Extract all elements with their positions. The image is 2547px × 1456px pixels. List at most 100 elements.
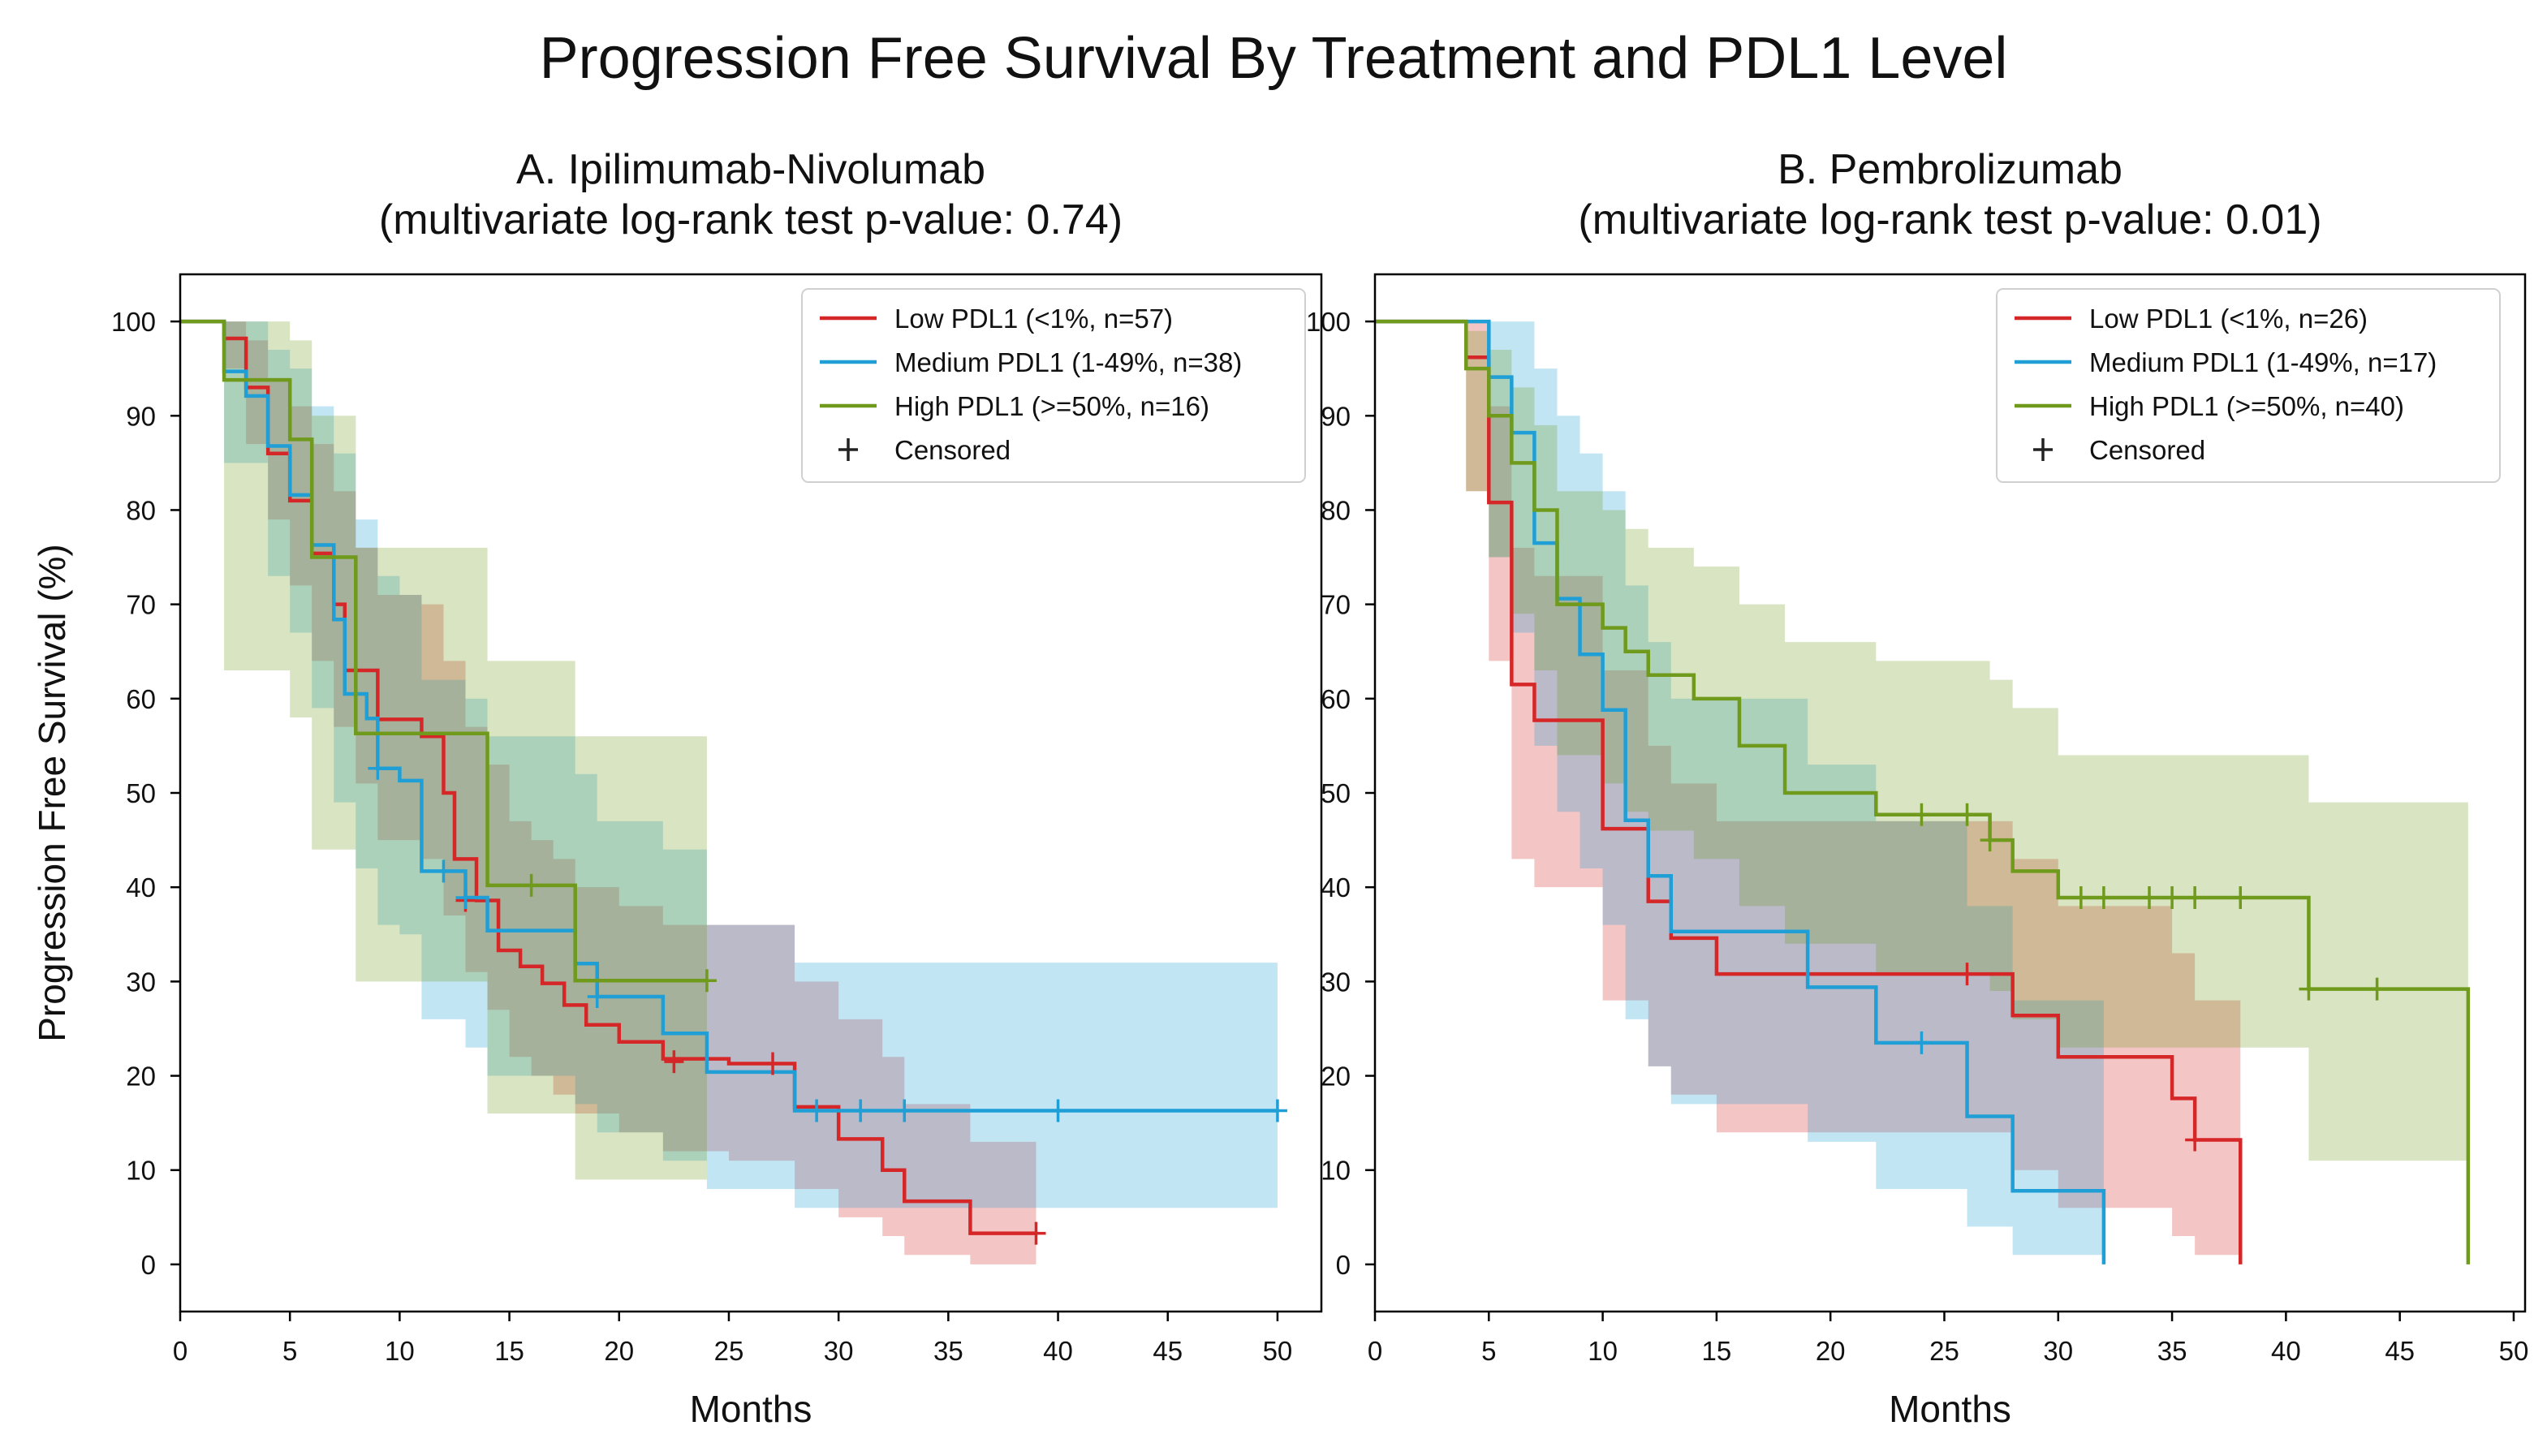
x-tick-label: 45 xyxy=(1153,1336,1183,1366)
y-tick-label: 0 xyxy=(1336,1250,1351,1280)
survival-line-high xyxy=(180,319,707,983)
y-tick-label: 60 xyxy=(126,684,156,714)
legend-label-low: Low PDL1 (<1%, n=57) xyxy=(894,304,1173,334)
ci-band-low xyxy=(1466,321,2241,1264)
panel-title: B. Pembrolizumab xyxy=(1778,146,2122,193)
censor-mark-high xyxy=(1980,829,2000,852)
survival-line-high xyxy=(1375,319,2471,1264)
panel-subtitle: (multivariate log-rank test p-value: 0.7… xyxy=(379,196,1123,243)
legend-label-high: High PDL1 (>=50%, n=40) xyxy=(2089,391,2404,421)
x-tick-label: 50 xyxy=(2499,1336,2529,1366)
legend-censor-icon xyxy=(2033,438,2053,461)
y-tick-label: 0 xyxy=(141,1250,156,1280)
y-tick-label: 40 xyxy=(126,872,156,902)
y-tick-label: 100 xyxy=(111,307,156,337)
figure-title: Progression Free Survival By Treatment a… xyxy=(540,26,2008,91)
censor-mark-low xyxy=(664,1050,684,1074)
x-tick-label: 0 xyxy=(1368,1336,1382,1366)
y-tick-label: 70 xyxy=(126,590,156,620)
censor-mark-medium xyxy=(1048,1099,1068,1122)
y-tick-label: 40 xyxy=(1321,872,1351,902)
censor-mark-low xyxy=(1957,963,1977,986)
x-tick-label: 5 xyxy=(1481,1336,1496,1366)
censor-mark-medium xyxy=(851,1099,871,1122)
legend-censor-icon xyxy=(838,438,858,461)
x-tick-label: 30 xyxy=(2043,1336,2073,1366)
y-tick-label: 10 xyxy=(126,1156,156,1186)
censor-mark-medium xyxy=(894,1099,915,1122)
x-tick-label: 20 xyxy=(604,1336,634,1366)
legend-label-high: High PDL1 (>=50%, n=16) xyxy=(894,391,1209,421)
censor-mark-high xyxy=(1957,803,1977,826)
y-tick-label: 50 xyxy=(126,778,156,808)
legend-label-censored: Censored xyxy=(2089,435,2205,465)
plot-area xyxy=(1375,319,2471,1264)
legend: Low PDL1 (<1%, n=57) Medium PDL1 (1-49%, … xyxy=(801,288,1306,483)
censor-mark-high xyxy=(2185,885,2205,909)
censor-mark-high xyxy=(2367,977,2387,1001)
survival-line-medium xyxy=(1375,319,2106,1264)
ci-band-high xyxy=(224,321,707,1180)
censor-mark-low xyxy=(2185,1128,2205,1152)
y-tick-label: 20 xyxy=(1321,1062,1351,1092)
censor-mark-medium xyxy=(1267,1099,1287,1122)
censor-mark-low xyxy=(763,1052,783,1075)
x-tick-label: 35 xyxy=(933,1336,963,1366)
ci-band-medium xyxy=(224,321,1278,1208)
plot-area xyxy=(180,319,1278,1264)
x-tick-label: 35 xyxy=(2157,1336,2187,1366)
censor-mark-medium xyxy=(1911,1031,1932,1054)
censor-mark-high xyxy=(2093,885,2114,909)
x-tick-label: 45 xyxy=(2385,1336,2415,1366)
x-tick-label: 10 xyxy=(385,1336,415,1366)
x-tick-label: 10 xyxy=(1588,1336,1618,1366)
x-tick-label: 40 xyxy=(1043,1336,1073,1366)
legend-label-medium: Medium PDL1 (1-49%, n=38) xyxy=(894,347,1242,377)
legend-box xyxy=(801,288,1306,483)
ci-band-low xyxy=(224,321,1036,1264)
x-tick-label: 50 xyxy=(1263,1336,1293,1366)
y-tick-label: 90 xyxy=(126,401,156,431)
y-tick-label: 50 xyxy=(1321,778,1351,808)
y-tick-label: 30 xyxy=(1321,967,1351,997)
censor-mark-medium xyxy=(587,984,607,1008)
x-tick-label: 40 xyxy=(2271,1336,2301,1366)
y-tick-label: 70 xyxy=(1321,590,1351,620)
x-tick-label: 0 xyxy=(173,1336,187,1366)
ci-band-high xyxy=(1466,330,2468,1264)
y-tick-label: 30 xyxy=(126,967,156,997)
y-tick-label: 60 xyxy=(1321,684,1351,714)
censor-mark-medium xyxy=(368,756,388,780)
censor-mark-high xyxy=(2140,885,2160,909)
legend-label-low: Low PDL1 (<1%, n=26) xyxy=(2089,304,2368,334)
censor-mark-high xyxy=(1911,803,1932,826)
y-tick-label: 20 xyxy=(126,1062,156,1092)
censor-mark-low xyxy=(1026,1221,1046,1245)
y-axis-label: Progression Free Survival (%) xyxy=(31,544,73,1042)
x-tick-label: 30 xyxy=(824,1336,854,1366)
legend-label-medium: Medium PDL1 (1-49%, n=17) xyxy=(2089,347,2437,377)
x-axis-label: Months xyxy=(690,1388,812,1430)
x-axis-label: Months xyxy=(1889,1388,2011,1430)
panel-title: A. Ipilimumab-Nivolumab xyxy=(516,146,985,193)
legend-label-censored: Censored xyxy=(894,435,1011,465)
x-tick-label: 15 xyxy=(1702,1336,1732,1366)
censor-mark-medium xyxy=(807,1099,827,1122)
x-tick-label: 20 xyxy=(1816,1336,1846,1366)
censor-mark-high xyxy=(2230,885,2251,909)
censor-mark-medium xyxy=(455,885,476,909)
panel-b-chart: B. Pembrolizumab(multivariate log-rank t… xyxy=(1306,146,2528,1430)
y-tick-label: 80 xyxy=(126,495,156,525)
y-tick-label: 10 xyxy=(1321,1156,1351,1186)
y-tick-label: 90 xyxy=(1321,401,1351,431)
censor-mark-medium xyxy=(433,859,454,883)
censor-mark-high xyxy=(2162,885,2183,909)
censor-mark-high xyxy=(2299,977,2319,1001)
censor-mark-high xyxy=(696,969,717,993)
survival-line-medium xyxy=(180,319,1278,1113)
x-tick-label: 25 xyxy=(714,1336,744,1366)
legend: Low PDL1 (<1%, n=26) Medium PDL1 (1-49%, … xyxy=(1996,288,2501,483)
panel-subtitle: (multivariate log-rank test p-value: 0.0… xyxy=(1578,196,2321,243)
x-tick-label: 15 xyxy=(494,1336,524,1366)
